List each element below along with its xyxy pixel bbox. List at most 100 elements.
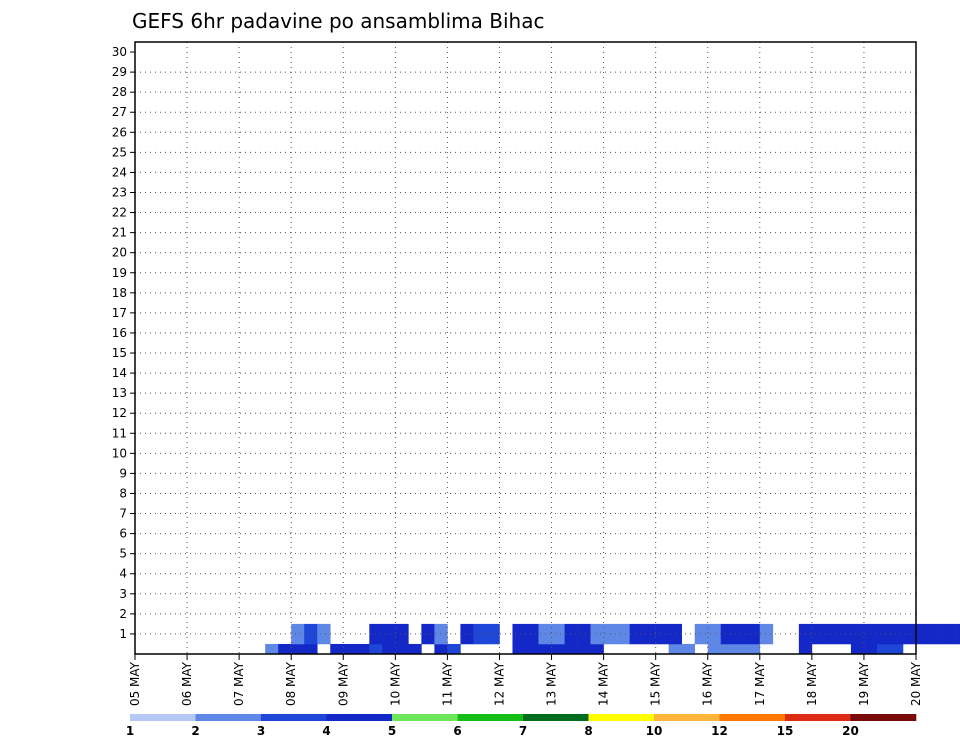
x-tick-label: 17 MAY [753, 661, 767, 706]
y-tick-label: 15 [112, 346, 127, 360]
colorbar-label: 12 [711, 724, 728, 738]
y-tick-label: 16 [112, 326, 127, 340]
heatmap-cell [330, 643, 344, 655]
heatmap-cell [343, 643, 357, 655]
y-tick-label: 30 [112, 45, 127, 59]
colorbar-segment [719, 714, 786, 721]
x-tick-label: 07 MAY [232, 661, 246, 706]
x-tick-label: 15 MAY [649, 661, 663, 706]
x-tick-label: 11 MAY [440, 661, 454, 706]
heatmap-cell [460, 623, 474, 645]
heatmap-cell [291, 643, 305, 655]
heatmap-cell [317, 623, 331, 645]
heatmap-cell [850, 623, 865, 645]
y-tick-label: 26 [112, 125, 127, 139]
heatmap-cell [759, 623, 774, 645]
y-axis: 1234567891011121314151617181920212223242… [112, 45, 135, 641]
heatmap-cell [668, 643, 682, 655]
y-tick-label: 17 [112, 306, 127, 320]
heatmap-cell [447, 643, 461, 655]
colorbar-label: 6 [453, 724, 461, 738]
y-tick-label: 19 [112, 266, 127, 280]
heatmap-cell [707, 623, 722, 645]
colorbar-label: 8 [584, 724, 592, 738]
heatmap-cell [707, 643, 722, 655]
y-tick-label: 6 [119, 527, 127, 541]
x-tick-label: 08 MAY [284, 661, 298, 706]
y-tick-label: 22 [112, 206, 127, 220]
heatmap-cell [551, 623, 565, 645]
x-tick-label: 20 MAY [909, 661, 923, 706]
heatmap-cell [850, 643, 865, 655]
heatmap-cell [720, 623, 735, 645]
heatmap-cell [902, 623, 917, 645]
y-tick-label: 8 [119, 486, 127, 500]
heatmap-cell [395, 623, 409, 645]
heatmap-cell [746, 623, 761, 645]
y-tick-label: 12 [112, 406, 127, 420]
heatmap-cell [525, 623, 539, 645]
x-tick-label: 14 MAY [597, 661, 611, 706]
heatmap-cell [577, 643, 591, 655]
heatmap-cell [421, 623, 435, 645]
heatmap-cell [876, 623, 891, 645]
heatmap-cell [538, 643, 552, 655]
heatmap-cell [955, 623, 960, 645]
colorbar-segment [523, 714, 589, 721]
heatmap-cell [811, 623, 826, 645]
heatmap-cell [265, 643, 279, 655]
colorbar-label: 20 [842, 724, 859, 738]
colorbar: 1 2 3 4 5 6 7 8 10 12 15 20 [126, 714, 917, 738]
heatmap-cell [916, 623, 930, 645]
y-tick-label: 13 [112, 386, 127, 400]
x-tick-label: 18 MAY [805, 661, 819, 706]
heatmap-cell [629, 623, 643, 645]
heatmap-cell [577, 623, 591, 645]
y-tick-label: 27 [112, 105, 127, 119]
x-axis: 05 MAY 06 MAY 07 MAY 08 MAY 09 MAY 10 MAY 11 M… [128, 654, 923, 706]
heatmap-cell [876, 643, 891, 655]
heatmap-cell [434, 623, 448, 645]
y-tick-label: 21 [112, 226, 127, 240]
colorbar-segment [654, 714, 720, 721]
y-tick-label: 18 [112, 286, 127, 300]
y-tick-label: 1 [119, 627, 127, 641]
heatmap-cell [837, 623, 852, 645]
y-tick-label: 10 [112, 446, 127, 460]
chart-title: GEFS 6hr padavine po ansamblima Bihac [132, 9, 544, 33]
plot-frame [134, 41, 917, 655]
heatmap-cell [551, 643, 565, 655]
heatmap-cell [291, 623, 305, 645]
colorbar-label: 1 [126, 724, 134, 738]
colorbar-label: 2 [191, 724, 199, 738]
heatmap-cell [564, 643, 578, 655]
heatmap-cell [889, 623, 904, 645]
x-tick-label: 16 MAY [701, 661, 715, 706]
x-tick-label: 13 MAY [545, 661, 559, 706]
colorbar-label: 10 [646, 724, 663, 738]
y-tick-label: 14 [112, 366, 127, 380]
heatmap-cell [929, 623, 943, 645]
x-tick-label: 19 MAY [857, 661, 871, 706]
x-tick-label: 05 MAY [128, 661, 142, 706]
x-tick-label: 06 MAY [180, 661, 194, 706]
x-tick-label: 12 MAY [492, 661, 506, 706]
colorbar-segment [588, 714, 655, 721]
y-tick-label: 20 [112, 246, 127, 260]
heatmap-cell [382, 643, 396, 655]
heatmap-cell [512, 643, 526, 655]
y-tick-label: 23 [112, 185, 127, 199]
heatmap-cell [304, 643, 318, 655]
heatmap-cell [525, 643, 539, 655]
heatmap-cell [733, 643, 748, 655]
colorbar-label: 3 [257, 724, 265, 738]
colorbar-label: 7 [519, 724, 527, 738]
y-tick-label: 9 [119, 466, 127, 480]
colorbar-segment [850, 714, 917, 721]
y-tick-label: 25 [112, 145, 127, 159]
colorbar-label: 4 [322, 724, 330, 738]
colorbar-segment [195, 714, 262, 721]
colorbar-segment [392, 714, 458, 721]
y-tick-label: 3 [119, 587, 127, 601]
